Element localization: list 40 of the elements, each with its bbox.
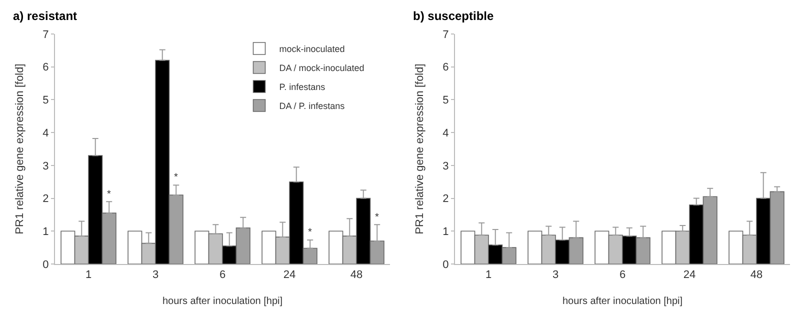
y-tick-label: 1 (42, 226, 49, 238)
y-tick-label: 0 (42, 258, 49, 271)
legend-label: mock-inoculated (279, 44, 345, 54)
x-axis-title: hours after inoculation [hpi] (162, 296, 283, 307)
y-tick-label: 1 (442, 226, 449, 238)
legend-label: DA / mock-inoculated (279, 63, 364, 74)
y-tick-label: 4 (42, 127, 49, 140)
annotation: * (375, 212, 379, 223)
x-axis-title: hours after inoculation [hpi] (562, 296, 683, 307)
x-tick-label: 24 (283, 269, 296, 282)
y-axis-title: PR1 relative gene expression [fold] (14, 64, 26, 234)
y-tick-label: 3 (42, 160, 49, 172)
annotation: * (308, 227, 312, 238)
y-tick-label: 5 (42, 94, 49, 107)
x-tick-label: 6 (619, 269, 626, 282)
x-tick-label: 1 (485, 269, 492, 282)
y-tick-label: 0 (442, 258, 449, 271)
x-tick-label: 3 (552, 269, 559, 282)
x-tick-label: 48 (350, 269, 363, 282)
legend-label: DA / P. infestans (279, 101, 346, 112)
chart-title: a) resistant (13, 9, 78, 23)
y-tick-label: 7 (42, 28, 49, 41)
y-tick-label: 4 (442, 127, 449, 140)
annotation: * (107, 189, 111, 200)
x-tick-label: 1 (85, 269, 92, 282)
x-tick-label: 24 (683, 269, 696, 282)
y-tick-label: 7 (442, 28, 449, 41)
y-tick-label: 6 (442, 62, 449, 74)
x-tick-label: 3 (152, 269, 159, 282)
y-tick-label: 2 (442, 193, 449, 206)
x-tick-label: 48 (750, 269, 763, 282)
legend-label: P. infestans (279, 82, 326, 92)
annotation: * (174, 172, 178, 183)
y-axis-title: PR1 relative gene expression [fold] (414, 64, 426, 234)
chart-title: b) susceptible (413, 9, 494, 23)
y-tick-label: 3 (442, 160, 449, 172)
y-tick-label: 5 (442, 94, 449, 107)
y-tick-label: 6 (42, 62, 49, 74)
y-tick-label: 2 (42, 193, 49, 206)
x-tick-label: 6 (219, 269, 226, 282)
